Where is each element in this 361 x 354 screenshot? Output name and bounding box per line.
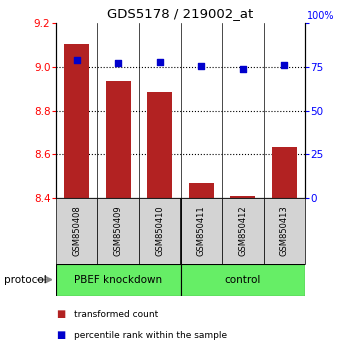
Bar: [180, 264, 305, 296]
Text: control: control: [225, 275, 261, 285]
Text: ■: ■: [56, 330, 65, 341]
Point: [116, 61, 121, 66]
Text: PBEF knockdown: PBEF knockdown: [74, 275, 162, 285]
Bar: [230, 196, 255, 198]
Point: [282, 62, 287, 68]
Text: GSM850413: GSM850413: [280, 206, 289, 256]
Text: protocol: protocol: [4, 275, 46, 285]
Bar: [222, 198, 264, 264]
Bar: [106, 81, 131, 198]
Text: GSM850411: GSM850411: [197, 206, 206, 256]
Point: [157, 59, 162, 64]
Bar: [97, 198, 139, 264]
Point: [74, 57, 80, 63]
Text: GSM850410: GSM850410: [155, 206, 164, 256]
Bar: [56, 264, 180, 296]
Point: [240, 67, 245, 72]
Bar: [64, 44, 89, 198]
Bar: [264, 198, 305, 264]
Text: percentile rank within the sample: percentile rank within the sample: [74, 331, 227, 340]
Text: GSM850408: GSM850408: [72, 206, 81, 256]
Bar: [180, 198, 222, 264]
Bar: [189, 183, 214, 198]
Text: ■: ■: [56, 309, 65, 319]
Point: [199, 63, 204, 69]
Bar: [147, 92, 172, 198]
Text: 100%: 100%: [307, 11, 334, 21]
Text: GSM850412: GSM850412: [238, 206, 247, 256]
Title: GDS5178 / 219002_at: GDS5178 / 219002_at: [107, 7, 254, 21]
Bar: [139, 198, 180, 264]
Text: transformed count: transformed count: [74, 310, 158, 319]
Bar: [272, 147, 297, 198]
Text: GSM850409: GSM850409: [114, 206, 123, 256]
Bar: [56, 198, 97, 264]
